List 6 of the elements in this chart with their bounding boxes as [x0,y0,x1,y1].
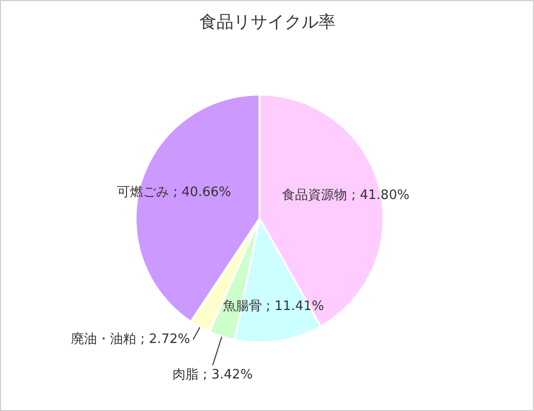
chart-title: 食品リサイクル率 [200,12,336,32]
slice-label: 可燃ごみ ; 40.66% [116,185,232,200]
slice-label: 肉脂 ; 3.42% [172,368,253,383]
slice-label: 魚腸骨 ; 11.41% [222,299,324,314]
slice-label: 廃油・油粕 ; 2.72% [71,332,190,347]
slice-label: 食品資源物 ; 41.80% [282,188,410,204]
